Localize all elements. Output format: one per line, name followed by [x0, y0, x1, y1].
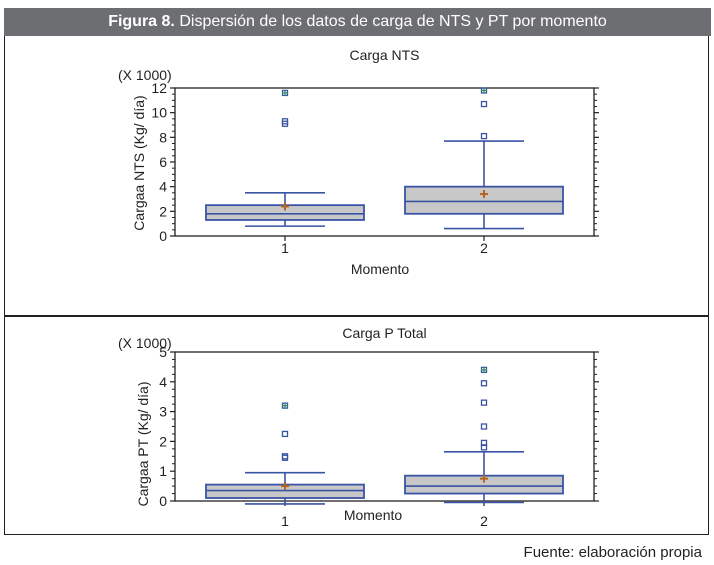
chart2-multiplier: (X 1000): [118, 335, 172, 351]
chart2-xtick-label: 2: [480, 513, 488, 529]
chart1-box1-outlier: [281, 118, 289, 125]
figure-label: Figura 8.: [108, 13, 175, 30]
chart1-ytick-label: 4: [159, 179, 167, 195]
chart2-box2-outlier: [480, 399, 488, 406]
chart2-box1-outlier: [281, 454, 289, 461]
chart2-ytick-label: 0: [159, 493, 167, 509]
chart1-ytick-label: 10: [151, 105, 167, 121]
chart2-ytick-label: 2: [159, 433, 167, 449]
chart2-box2-outlier: [480, 423, 488, 430]
chart2-xtick-label: 1: [281, 513, 289, 529]
chart2-xlabel: Momento: [344, 507, 403, 523]
chart1-box2-outlier: [480, 132, 488, 140]
chart2-ytick-label: 4: [159, 374, 167, 390]
chart1-ytick-label: 8: [159, 129, 167, 145]
chart2-title: Carga P Total: [342, 325, 426, 341]
chart2-ytick-label: 5: [159, 344, 167, 360]
chart2-ytick-label: 1: [159, 463, 167, 479]
chart1-title: Carga NTS: [349, 47, 419, 63]
chart1-xtick-label: 1: [281, 240, 289, 256]
chart1-ytick-label: 0: [159, 228, 167, 244]
chart2-box1-outlier: [281, 430, 289, 438]
chart2-box2-outlier: [480, 439, 488, 447]
chart1-ytick-label: 6: [159, 154, 167, 170]
figure-source: Fuente: elaboración propia: [523, 544, 702, 561]
chart1-multiplier: (X 1000): [118, 67, 172, 83]
chart2-box2-outlier: [480, 380, 488, 387]
figure-header: Figura 8. Dispersión de los datos de car…: [4, 8, 711, 36]
chart-panel-nts: [4, 36, 709, 316]
chart1-ytick-label: 2: [159, 203, 167, 219]
chart1-ytick-label: 12: [151, 80, 167, 96]
chart1-xlabel: Momento: [351, 261, 410, 277]
chart1-xtick-label: 2: [480, 240, 488, 256]
chart1-ylabel: Cargaa NTS (Kg/ día): [131, 95, 147, 230]
chart2-ytick-label: 3: [159, 404, 167, 420]
figure-title: Dispersión de los datos de carga de NTS …: [179, 13, 607, 30]
chart1-box2-outlier: [480, 100, 488, 108]
chart-panel-pt: [4, 316, 709, 535]
chart2-ylabel: Cargaa PT (Kg/ día): [135, 381, 151, 506]
chart2-box1-outlier: [281, 453, 289, 460]
